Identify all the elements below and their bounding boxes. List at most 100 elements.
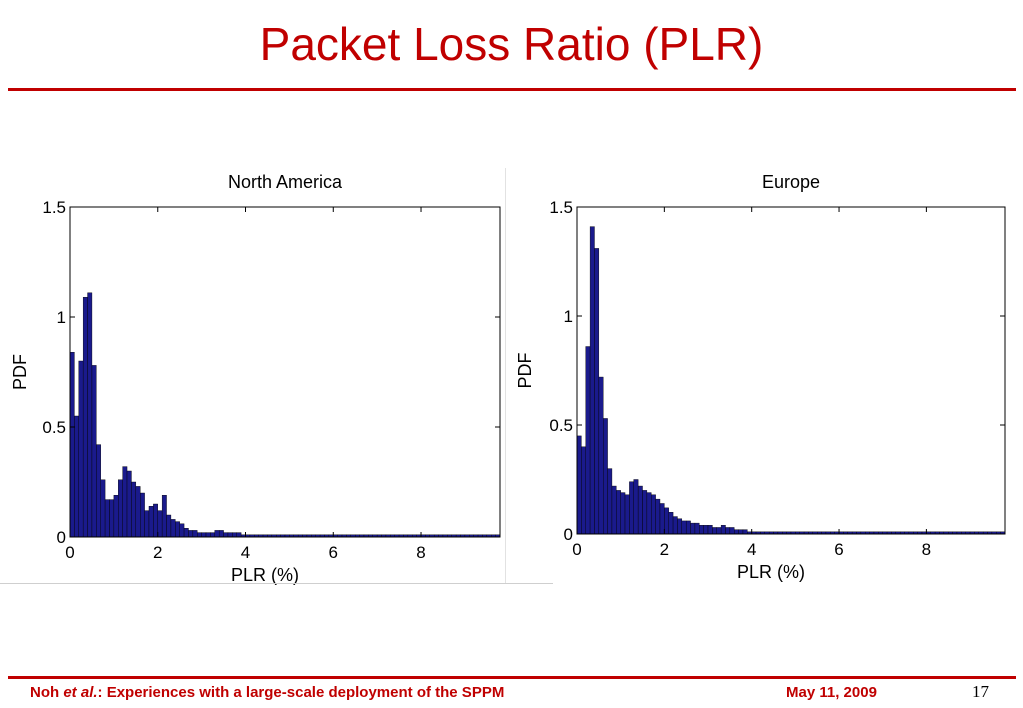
europe-bar xyxy=(620,492,626,535)
europe-bar xyxy=(725,527,731,535)
north-america-bar xyxy=(113,495,119,538)
europe-x-tick-label: 4 xyxy=(747,540,756,559)
europe-plot: Europe 0 2 4 6 8 0 0.5 1 1.5 PLR (%) PDF xyxy=(515,172,1006,582)
europe-bars xyxy=(576,226,1006,535)
footer-citation: Noh et al.: Experiences with a large-sca… xyxy=(30,684,504,701)
europe-bar xyxy=(703,525,709,535)
north-america-bar xyxy=(122,466,128,538)
north-america-x-tick-label: 8 xyxy=(416,543,425,562)
north-america-y-tick-label: 0 xyxy=(57,528,66,547)
europe-bar xyxy=(690,522,696,535)
europe-bar xyxy=(607,468,613,535)
europe-bar xyxy=(651,494,656,535)
north-america-bar xyxy=(218,530,224,538)
europe-x-tick-label: 2 xyxy=(660,540,669,559)
europe-bar xyxy=(624,494,630,535)
north-america-bar xyxy=(82,296,88,538)
north-america-axes-box xyxy=(69,206,501,538)
europe-bar xyxy=(742,529,748,535)
north-america-bar xyxy=(157,510,163,538)
north-america-bar xyxy=(227,532,233,538)
north-america-bar xyxy=(236,532,242,538)
europe-bar xyxy=(672,516,678,535)
europe-bar xyxy=(616,490,621,535)
footer-date: May 11, 2009 xyxy=(786,684,877,701)
north-america-y-tick-label: 0.5 xyxy=(42,418,66,437)
europe-bar xyxy=(734,529,739,535)
europe-bar xyxy=(594,248,600,535)
europe-bar xyxy=(611,485,617,535)
europe-bar xyxy=(655,498,661,535)
europe-bar xyxy=(629,481,634,535)
slide-title: Packet Loss Ratio (PLR) xyxy=(259,18,764,70)
europe-axes-box xyxy=(576,206,1006,535)
footer-author: Noh xyxy=(30,684,60,701)
title-underline xyxy=(8,88,1016,91)
north-america-bar xyxy=(223,532,229,538)
north-america-bar xyxy=(232,532,237,538)
footer-etal: et al. xyxy=(63,684,98,701)
north-america-x-tick-label: 4 xyxy=(241,543,250,562)
north-america-bar xyxy=(175,521,180,538)
footer-description: : Experiences with a large-scale deploym… xyxy=(97,684,505,701)
europe-y-tick-label: 0 xyxy=(564,525,573,544)
europe-x-tick-label: 0 xyxy=(572,540,581,559)
north-america-bar xyxy=(78,360,84,538)
europe-bar xyxy=(668,512,674,535)
north-america-bar xyxy=(118,479,123,538)
north-america-bars xyxy=(69,292,501,538)
north-america-plot: North America 0 2 4 6 8 0 0.5 1 1.5 PLR (%) PDF xyxy=(10,172,501,585)
north-america-x-tick-label: 0 xyxy=(65,543,74,562)
europe-bar xyxy=(720,525,726,535)
europe-bar xyxy=(677,518,683,535)
europe-bar xyxy=(729,527,735,535)
north-america-bar xyxy=(170,519,176,538)
europe-bar xyxy=(637,485,643,535)
north-america-bar xyxy=(183,528,189,538)
north-america-bar xyxy=(140,492,145,538)
europe-bar xyxy=(707,525,713,535)
north-america-x-tick-label: 2 xyxy=(153,543,162,562)
page-number: 17 xyxy=(972,682,989,701)
north-america-bar xyxy=(210,532,215,538)
europe-bar xyxy=(633,479,639,535)
north-america-bar xyxy=(197,532,202,538)
north-america-bar xyxy=(96,444,101,538)
north-america-bar xyxy=(153,503,158,538)
north-america-bar xyxy=(126,470,132,538)
europe-bar xyxy=(659,503,665,535)
north-america-bar xyxy=(214,530,220,538)
europe-x-tick-label: 6 xyxy=(834,540,843,559)
north-america-bar xyxy=(205,532,211,538)
europe-x-tick-label: 8 xyxy=(922,540,931,559)
europe-chart-title: Europe xyxy=(762,172,820,192)
europe-bar xyxy=(642,490,648,535)
europe-y-tick-label: 1.5 xyxy=(549,198,573,217)
north-america-bar xyxy=(166,514,172,538)
north-america-bar xyxy=(87,292,93,538)
europe-y-tick-label: 1 xyxy=(564,307,573,326)
europe-bar xyxy=(585,346,591,535)
north-america-x-axis-label: PLR (%) xyxy=(231,565,299,585)
north-america-bar xyxy=(109,499,115,538)
europe-bar xyxy=(685,520,691,535)
north-america-bar xyxy=(144,510,150,538)
north-america-bar xyxy=(104,499,110,538)
europe-bar xyxy=(589,226,595,535)
europe-chart: Europe 0 2 4 6 8 0 0.5 1 1.5 PLR (%) PDF xyxy=(505,165,1010,585)
figure-bottom-border xyxy=(0,583,553,584)
europe-bar xyxy=(603,418,608,535)
europe-bar xyxy=(712,527,717,535)
north-america-bar xyxy=(201,532,207,538)
europe-y-axis-label: PDF xyxy=(515,352,535,388)
europe-bar xyxy=(681,520,687,535)
europe-bar xyxy=(598,376,604,535)
europe-bar xyxy=(664,507,669,535)
europe-bar xyxy=(576,435,582,535)
north-america-bar xyxy=(74,415,79,538)
north-america-bar xyxy=(148,506,154,538)
footer-rule xyxy=(8,676,1016,679)
north-america-bar xyxy=(69,351,75,538)
europe-bar xyxy=(581,446,586,535)
north-america-y-tick-label: 1.5 xyxy=(42,198,66,217)
